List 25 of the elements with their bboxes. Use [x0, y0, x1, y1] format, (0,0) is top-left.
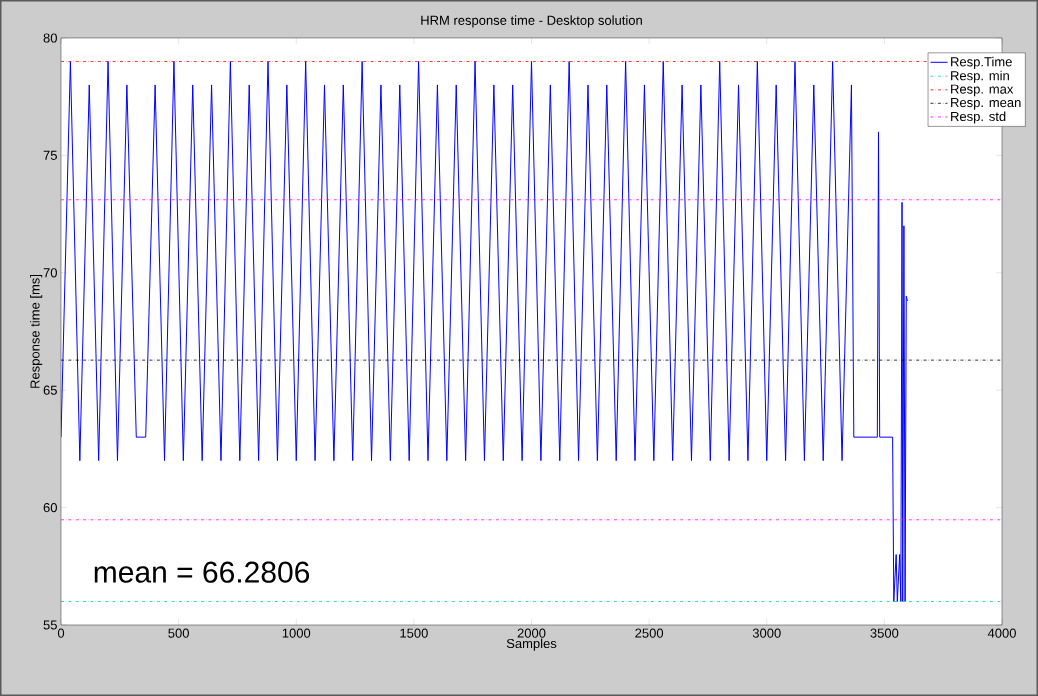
legend-label: Resp. std: [951, 111, 1006, 124]
y-tick-label: 70: [43, 268, 57, 278]
legend-label: Resp. mean: [951, 98, 1021, 110]
line-series: [61, 60, 908, 603]
y-tick-label: 65: [43, 385, 57, 395]
legend-label: Resp. min: [951, 70, 1009, 83]
x-tick-label: 2500: [635, 628, 664, 638]
legend-label: Resp. max: [951, 84, 1014, 97]
legend-label: Resp.Time: [951, 56, 1012, 69]
annotation: mean = 66.2806: [94, 561, 310, 583]
y-tick-label: 60: [43, 502, 57, 513]
x-axis-title: Samples: [506, 638, 557, 651]
x-tick-label: 1000: [282, 628, 311, 638]
x-tick-label: 4000: [987, 628, 1016, 638]
x-tick-label: 1500: [400, 628, 428, 638]
x-tick-label: 0: [57, 628, 65, 638]
x-tick-label: 3500: [870, 628, 899, 638]
y-axis-title: Response time [ms]: [30, 274, 43, 388]
x-tick-label: 500: [168, 628, 189, 638]
y-tick-label: 55: [43, 620, 57, 630]
chart-title: HRM response time - Desktop solution: [421, 15, 642, 28]
x-tick-label: 2000: [517, 628, 546, 638]
y-tick-label: 75: [43, 150, 57, 160]
y-tick-label: 80: [43, 33, 57, 43]
x-tick-label: 3000: [752, 628, 781, 638]
